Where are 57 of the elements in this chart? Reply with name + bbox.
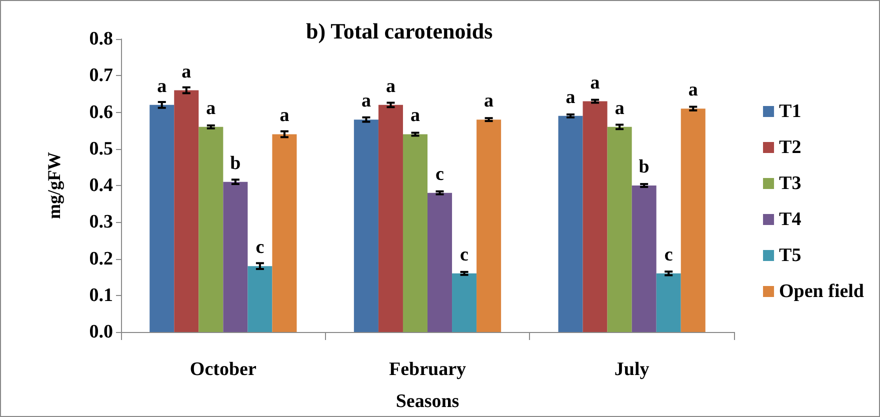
legend-label: Open field bbox=[779, 281, 864, 302]
data-label: a bbox=[410, 105, 420, 126]
legend-label: T4 bbox=[779, 209, 802, 230]
y-tick-label: 0.4 bbox=[89, 175, 114, 196]
bar bbox=[476, 120, 502, 332]
y-axis-title: mg/gFW bbox=[44, 152, 64, 219]
x-axis-title: Seasons bbox=[396, 391, 460, 412]
bar bbox=[174, 90, 199, 332]
data-label: a bbox=[280, 105, 290, 126]
data-label: a bbox=[566, 86, 576, 108]
bar bbox=[656, 273, 681, 332]
legend-label: T2 bbox=[779, 137, 802, 158]
x-tick-label: July bbox=[614, 359, 650, 380]
y-tick-label: 0.5 bbox=[89, 138, 113, 160]
y-tick-label: 0.6 bbox=[89, 102, 113, 123]
y-tick-label: 0.1 bbox=[89, 284, 113, 306]
data-label: c bbox=[256, 237, 264, 258]
data-label: a bbox=[386, 76, 396, 97]
x-tick-label: October bbox=[190, 359, 257, 380]
data-label: a bbox=[182, 61, 192, 82]
bar bbox=[582, 101, 608, 332]
y-tick-label: 0.7 bbox=[89, 65, 114, 86]
y-tick-label: 0.2 bbox=[89, 248, 113, 270]
data-label: a bbox=[484, 90, 494, 112]
chart-title: b) Total carotenoids bbox=[306, 18, 494, 44]
bar bbox=[558, 116, 583, 332]
x-tick-label: February bbox=[388, 359, 467, 380]
data-label: b bbox=[230, 152, 241, 174]
data-label: a bbox=[206, 98, 216, 119]
bar bbox=[452, 273, 477, 332]
bar bbox=[607, 126, 632, 332]
y-tick-label: 0.0 bbox=[89, 322, 113, 342]
bar bbox=[150, 104, 174, 332]
bar bbox=[632, 186, 656, 332]
bar bbox=[248, 266, 272, 332]
bar bbox=[428, 192, 452, 332]
data-label: c bbox=[664, 244, 673, 266]
data-label: a bbox=[614, 98, 625, 119]
data-label: c bbox=[460, 244, 468, 266]
bar bbox=[354, 120, 378, 332]
bar bbox=[680, 108, 706, 332]
data-label: a bbox=[157, 76, 168, 97]
data-label: a bbox=[688, 80, 698, 101]
legend-label: T1 bbox=[779, 101, 802, 122]
data-label: b bbox=[638, 156, 650, 178]
data-label: a bbox=[590, 72, 600, 94]
bar bbox=[223, 182, 248, 332]
data-label: a bbox=[361, 90, 372, 112]
bar bbox=[378, 104, 403, 332]
legend-label: T3 bbox=[779, 173, 802, 194]
bar bbox=[402, 134, 428, 332]
data-label: c bbox=[436, 164, 444, 185]
y-tick-label: 0.3 bbox=[89, 212, 113, 233]
legend-label: T5 bbox=[779, 245, 802, 266]
bar bbox=[272, 134, 297, 332]
bar bbox=[198, 126, 224, 332]
y-tick-label: 0.8 bbox=[89, 28, 113, 50]
